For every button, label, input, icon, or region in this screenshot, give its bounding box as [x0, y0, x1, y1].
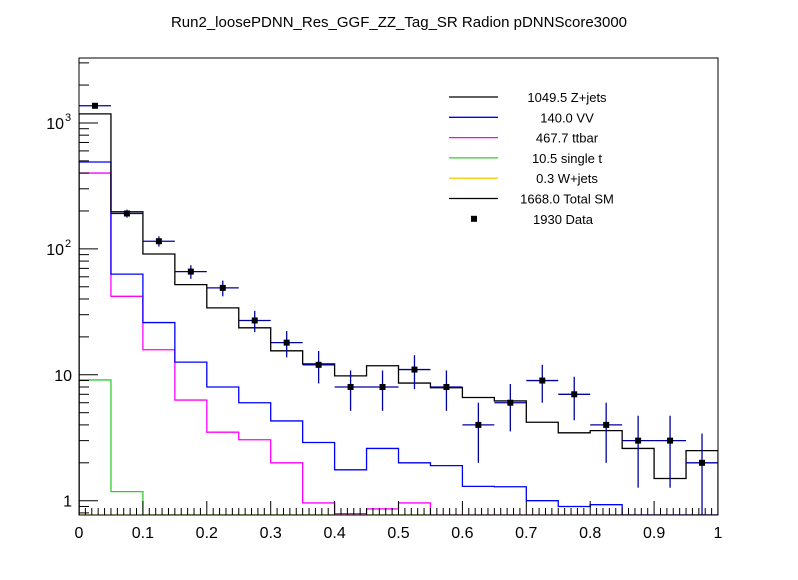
data-marker: [91, 102, 98, 109]
legend-label: 1049.5 Z+jets: [527, 90, 607, 105]
data-points: [79, 102, 718, 515]
legend: 1049.5 Z+jets 140.0 VV 467.7 ttbar 10.5 sin…: [449, 90, 614, 227]
y-tick-label: 10: [46, 116, 64, 133]
data-marker: [539, 377, 546, 384]
data-marker: [219, 284, 226, 291]
histogram-lines: [79, 113, 718, 515]
x-tick-label: 0.5: [387, 525, 409, 542]
legend-label: 1668.0 Total SM: [520, 192, 614, 207]
data-point: [334, 370, 367, 411]
legend-data-marker: [471, 215, 477, 222]
data-marker: [155, 238, 162, 245]
data-marker: [411, 366, 418, 373]
data-point: [270, 331, 303, 358]
data-point: [686, 433, 718, 515]
histogram-vv: [79, 161, 718, 515]
data-point: [430, 370, 463, 411]
data-point: [206, 280, 239, 297]
data-marker: [699, 459, 706, 466]
legend-label: 140.0 VV: [540, 110, 594, 125]
data-point: [622, 415, 655, 488]
data-point: [398, 355, 431, 390]
data-marker: [187, 268, 194, 275]
data-point: [462, 402, 495, 463]
data-point: [494, 384, 527, 432]
histogram-single-t: [79, 379, 718, 515]
data-marker: [635, 437, 642, 444]
x-tick-label: 1: [714, 525, 723, 542]
x-tick-label: 0.2: [196, 525, 218, 542]
x-tick-label: 0.9: [643, 525, 665, 542]
x-tick-label: 0.8: [579, 525, 601, 542]
data-marker: [571, 391, 578, 398]
data-point: [110, 209, 143, 218]
data-point: [526, 364, 559, 403]
legend-label: 1930 Data: [533, 212, 594, 227]
x-tick-label: 0.7: [515, 525, 537, 542]
x-tick-label: 0.1: [132, 525, 154, 542]
data-marker: [603, 421, 610, 428]
data-point: [654, 415, 687, 488]
data-point: [174, 265, 207, 279]
data-marker: [667, 437, 674, 444]
data-point: [142, 236, 175, 247]
chart-title: Run2_loosePDNN_Res_GGF_ZZ_Tag_SR Radion …: [171, 14, 627, 31]
y-tick-label: 1: [63, 494, 72, 511]
data-marker: [347, 383, 354, 390]
x-tick-label: 0: [75, 525, 84, 542]
data-marker: [123, 210, 130, 217]
data-point: [366, 370, 399, 411]
data-point: [302, 350, 335, 384]
data-point: [79, 102, 111, 109]
y-tick-label: 10: [54, 368, 72, 385]
legend-label: 0.3 W+jets: [536, 171, 598, 186]
data-marker: [443, 383, 450, 390]
data-point: [590, 402, 623, 463]
legend-label: 10.5 single t: [532, 151, 602, 166]
data-marker: [283, 339, 290, 346]
data-point: [238, 310, 271, 333]
y-tick-label: 10: [46, 242, 64, 259]
data-marker: [507, 399, 514, 406]
data-marker: [315, 361, 322, 368]
data-marker: [251, 317, 258, 324]
y-tick-exponent: 3: [65, 112, 71, 124]
data-point: [558, 376, 591, 421]
y-tick-exponent: 2: [65, 238, 71, 250]
data-marker: [475, 421, 482, 428]
x-tick-label: 0.3: [260, 525, 282, 542]
legend-label: 467.7 ttbar: [536, 131, 599, 146]
x-tick-label: 0.4: [323, 525, 345, 542]
x-tick-label: 0.6: [451, 525, 473, 542]
histogram-total-sm: [79, 113, 718, 515]
data-marker: [379, 383, 386, 390]
